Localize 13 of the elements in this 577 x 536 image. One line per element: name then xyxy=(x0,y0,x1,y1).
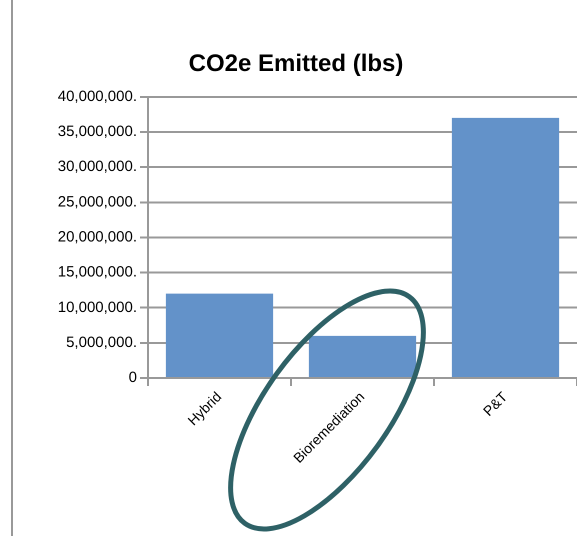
y-tick-label: 25,000,000. xyxy=(58,193,137,210)
bar xyxy=(452,118,560,377)
chart-title: CO2e Emitted (lbs) xyxy=(188,50,404,78)
y-tick-label: 0 xyxy=(128,369,137,386)
y-tick-label: 30,000,000. xyxy=(58,158,137,176)
y-tick-label: 15,000,000. xyxy=(58,264,137,281)
y-tick-label: 10,000,000. xyxy=(58,298,137,316)
bar xyxy=(308,336,416,377)
y-tick-label: 40,000,000. xyxy=(58,88,137,105)
y-tick-label: 20,000,000. xyxy=(58,228,137,246)
bar xyxy=(166,294,274,377)
y-tick-label: 5,000,000. xyxy=(66,334,137,351)
y-tick-label: 35,000,000. xyxy=(58,123,137,140)
